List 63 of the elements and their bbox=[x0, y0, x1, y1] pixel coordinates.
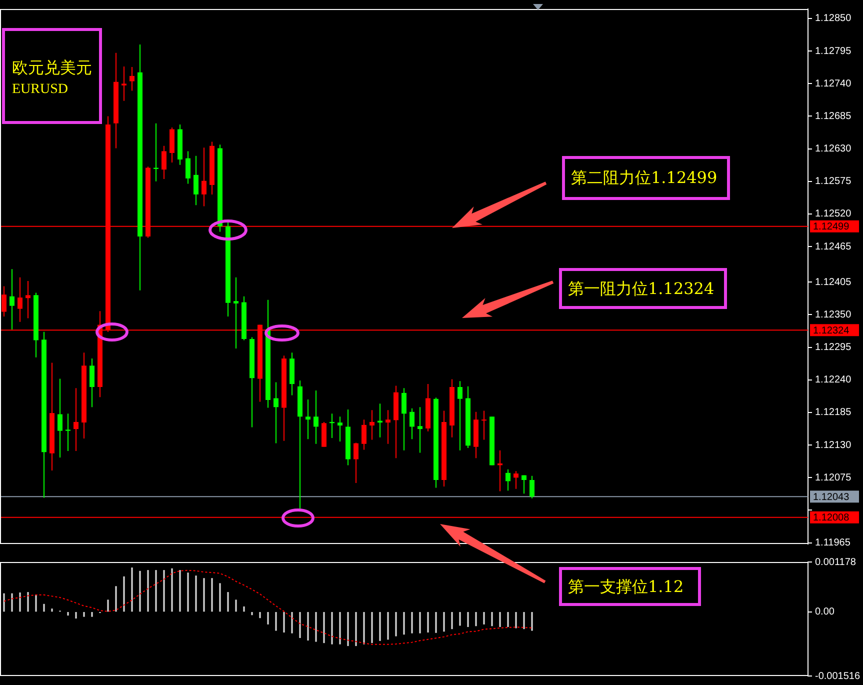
y-tick-label: 1.12075 bbox=[815, 472, 852, 484]
ref-line-label: 1.12043 bbox=[813, 492, 850, 503]
candlestick bbox=[410, 408, 414, 440]
candlestick bbox=[482, 410, 486, 440]
candlestick bbox=[74, 388, 78, 452]
y-tick-label: 1.12575 bbox=[815, 176, 852, 188]
ref-line-label: 1.12324 bbox=[813, 325, 850, 336]
candlestick bbox=[322, 421, 326, 448]
candlestick bbox=[530, 475, 534, 499]
text: EURUSD bbox=[12, 82, 68, 98]
candlestick bbox=[354, 442, 358, 484]
y-tick-label: 1.12350 bbox=[815, 309, 852, 320]
y-tick-label: 1.12465 bbox=[815, 241, 852, 252]
y-tick-label: 1.12850 bbox=[815, 13, 852, 24]
candlestick bbox=[370, 410, 374, 440]
y-tick-label: 0.00 bbox=[815, 606, 835, 618]
candlestick bbox=[18, 276, 22, 322]
candlestick bbox=[186, 150, 190, 184]
ref-line-label: 1.12008 bbox=[813, 512, 850, 524]
candlestick bbox=[122, 66, 126, 102]
annotation: 第一阻力位1.12324 bbox=[568, 278, 714, 298]
candlestick bbox=[338, 416, 342, 442]
candlestick bbox=[130, 66, 134, 92]
y-tick-label: -0.001516 bbox=[815, 670, 860, 682]
candlestick bbox=[170, 126, 174, 163]
y-tick-label: 1.11965 bbox=[815, 538, 851, 549]
candlestick bbox=[274, 382, 278, 444]
candlestick bbox=[2, 286, 6, 317]
candlestick bbox=[514, 470, 518, 490]
candlestick bbox=[90, 358, 94, 408]
candlestick bbox=[386, 410, 390, 444]
y-tick-label: 1.12185 bbox=[815, 407, 852, 418]
candlestick bbox=[362, 419, 366, 450]
annotation: 第二阻力位1.12499 bbox=[571, 168, 718, 187]
candlestick bbox=[314, 390, 318, 444]
candlestick bbox=[10, 268, 14, 330]
candlestick bbox=[306, 398, 310, 440]
ref-line-label: 1.12499 bbox=[813, 222, 850, 233]
candlestick bbox=[402, 388, 406, 451]
y-tick-label: 1.12520 bbox=[815, 208, 852, 220]
candlestick bbox=[458, 380, 462, 451]
y-tick-label: 0.001178 bbox=[815, 556, 856, 568]
candlestick bbox=[202, 147, 206, 207]
y-tick-label: 1.12685 bbox=[815, 110, 852, 122]
text: 欧元兑美元 bbox=[12, 58, 92, 77]
line-series bbox=[4, 570, 532, 645]
y-tick-label: 1.12130 bbox=[815, 440, 852, 451]
y-tick-label: 1.12740 bbox=[815, 78, 852, 90]
y-tick-label: 1.12630 bbox=[815, 144, 852, 155]
y-tick-label: 1.12405 bbox=[815, 276, 852, 288]
y-tick-label: 1.12795 bbox=[815, 46, 852, 57]
candlestick bbox=[26, 280, 30, 319]
candlestick bbox=[162, 145, 166, 180]
y-tick-label: 1.12295 bbox=[815, 342, 852, 354]
candlestick bbox=[58, 378, 62, 458]
candlestick bbox=[234, 276, 238, 349]
annotation: 第一支撑位1.12 bbox=[568, 576, 684, 596]
candlestick bbox=[66, 413, 70, 452]
candlestick bbox=[194, 155, 198, 206]
y-tick-label: 1.12240 bbox=[815, 374, 852, 386]
candlestick bbox=[522, 474, 526, 494]
candlestick bbox=[506, 468, 510, 492]
candlestick bbox=[418, 406, 422, 454]
